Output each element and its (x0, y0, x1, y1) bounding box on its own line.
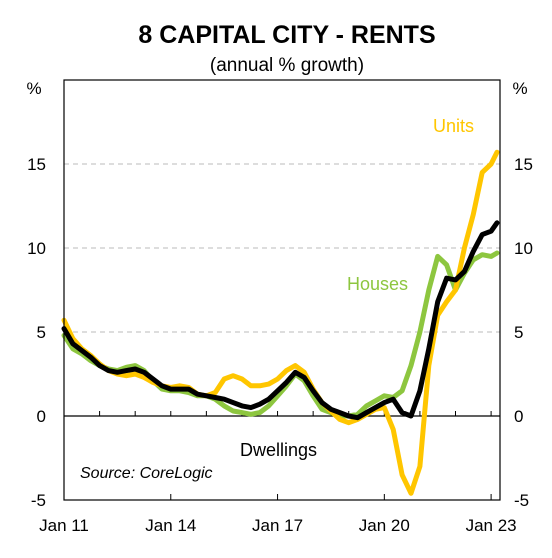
series-line-dwellings (61, 220, 500, 421)
y-unit-left: % (26, 79, 41, 98)
y-tick-left: 5 (37, 323, 46, 342)
houses-label: Houses (347, 274, 408, 294)
y-tick-left: -5 (31, 491, 46, 510)
series-lines (61, 149, 500, 496)
x-tick-label: Jan 23 (466, 516, 517, 535)
y-tick-left: 15 (27, 155, 46, 174)
y-unit-right: % (512, 79, 527, 98)
gridlines (64, 163, 500, 333)
y-tick-right: 0 (514, 407, 523, 426)
x-tick-label: Jan 11 (39, 516, 89, 535)
y-tick-left: 10 (27, 239, 46, 258)
series-line-units (61, 149, 500, 496)
zero-line-group (63, 411, 500, 417)
chart-title: 8 CAPITAL CITY - RENTS (138, 21, 435, 49)
series-line-houses (61, 250, 500, 419)
units-label: Units (433, 116, 474, 136)
chart-subtitle: (annual % growth) (210, 55, 364, 76)
y-tick-right: 10 (514, 239, 533, 258)
y-tick-left: 0 (37, 407, 46, 426)
plot-frame (63, 79, 501, 501)
source-note: Source: CoreLogic (80, 465, 213, 482)
x-tick-label: Jan 14 (145, 516, 196, 535)
y-tick-right: 5 (514, 323, 523, 342)
dwellings-label: Dwellings (240, 440, 317, 460)
tick-labels: -5 -5 0 0 5 5 10 10 15 15 Jan 11 Jan 14 Jan 17 Jan 20… (27, 155, 533, 535)
x-tick-label: Jan 20 (359, 516, 410, 535)
y-tick-right: -5 (514, 491, 529, 510)
y-tick-right: 15 (514, 155, 533, 174)
x-tick-label: Jan 17 (252, 516, 303, 535)
